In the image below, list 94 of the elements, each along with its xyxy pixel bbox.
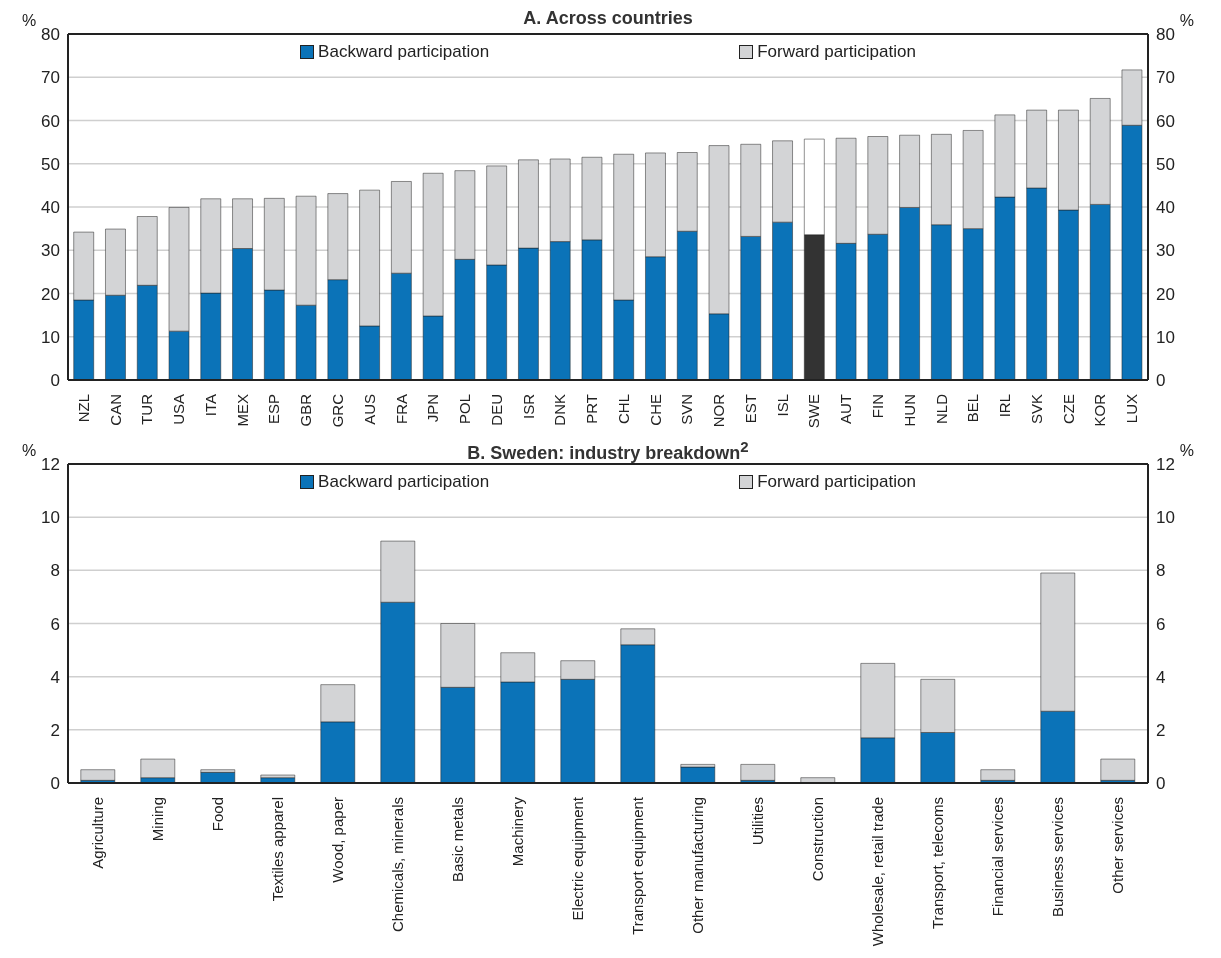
- x-tick-label: SVN: [678, 394, 696, 425]
- y-tick-label: 70: [41, 68, 60, 88]
- y2-tick-label: 2: [1156, 720, 1166, 740]
- y-tick-label: 10: [41, 508, 60, 528]
- x-tick-label: CZE: [1059, 394, 1077, 424]
- x-tick-label: Agriculture: [89, 797, 106, 869]
- y2-tick-label: 20: [1156, 284, 1175, 304]
- x-tick-label: Chemicals, minerals: [389, 797, 406, 933]
- x-tick-label: EST: [741, 394, 759, 424]
- y-tick-label: 80: [41, 25, 60, 44]
- y2-tick-label: 80: [1156, 25, 1175, 44]
- x-tick-label: ESP: [265, 394, 283, 425]
- y2-tick-label: 8: [1156, 561, 1166, 581]
- x-tick-label: NLD: [932, 393, 950, 425]
- x-tick-label: LUX: [1123, 394, 1141, 424]
- y2-tick-label: 60: [1156, 111, 1175, 131]
- x-tick-label: ISL: [773, 394, 791, 417]
- x-tick-label: TUR: [138, 393, 156, 425]
- x-tick-label: Transport, telecoms: [929, 797, 946, 929]
- x-tick-label: AUS: [360, 394, 378, 425]
- y2-tick-label: 12: [1156, 455, 1175, 474]
- x-tick-label: BEL: [964, 394, 982, 423]
- y2-tick-label: 70: [1156, 68, 1175, 88]
- x-tick-label: Transport equipment: [629, 796, 646, 935]
- y-tick-label: 20: [41, 284, 60, 304]
- y2-tick-label: 30: [1156, 241, 1175, 261]
- x-tick-label: CHE: [646, 394, 664, 426]
- y2-axis-title: %: [1179, 12, 1194, 30]
- y-axis-title: %: [22, 442, 37, 460]
- y2-tick-label: 50: [1156, 154, 1175, 174]
- y-tick-label: 4: [50, 667, 60, 687]
- x-tick-label: MEX: [233, 394, 251, 427]
- x-tick-label: Financial services: [989, 797, 1006, 917]
- x-tick-label: SWE: [805, 394, 823, 429]
- y-tick-label: 50: [41, 154, 60, 174]
- x-tick-label: Electric equipment: [569, 796, 586, 921]
- y-tick-label: 12: [41, 455, 60, 474]
- x-tick-label: IRL: [996, 394, 1014, 418]
- y-tick-label: 40: [41, 198, 60, 217]
- x-tick-label: Other services: [1109, 797, 1126, 894]
- legend-label: Forward participation: [757, 42, 916, 62]
- x-tick-label: GRC: [329, 393, 346, 428]
- x-tick-label: Utilities: [749, 797, 766, 846]
- y-tick-label: 6: [50, 614, 60, 634]
- x-tick-label: NOR: [710, 393, 728, 428]
- legend-label: Backward participation: [318, 472, 490, 492]
- x-tick-label: ITA: [201, 394, 219, 417]
- x-tick-label: Basic metals: [449, 797, 466, 883]
- x-tick-label: Wood, paper: [329, 797, 346, 883]
- x-tick-label: Business services: [1049, 797, 1066, 918]
- x-tick-label: Food: [209, 797, 226, 832]
- y-axis-title: %: [22, 12, 37, 30]
- x-tick-label: DNK: [551, 394, 569, 426]
- x-tick-label: Wholesale, retail trade: [869, 797, 886, 947]
- x-tick-label: JPN: [424, 394, 442, 423]
- x-tick-label: CAN: [106, 394, 124, 426]
- y2-tick-label: 0: [1156, 774, 1166, 793]
- x-tick-label: AUT: [837, 394, 855, 424]
- chart-title: B. Sweden: industry breakdown$^{2}$: [467, 438, 749, 463]
- x-tick-label: POL: [456, 394, 474, 425]
- x-tick-label: SVK: [1027, 394, 1045, 425]
- x-tick-label: NZL: [74, 394, 92, 423]
- y2-tick-label: 40: [1156, 198, 1175, 217]
- x-tick-label: KOR: [1091, 393, 1109, 427]
- x-tick-label: GBR: [297, 393, 315, 427]
- y-tick-label: 30: [41, 241, 60, 261]
- y-tick-label: 8: [50, 561, 60, 581]
- x-tick-label: Machinery: [509, 796, 526, 867]
- x-tick-label: Mining: [149, 797, 166, 842]
- y-tick-label: 2: [50, 720, 60, 740]
- x-tick-label: FRA: [392, 394, 410, 424]
- chart-title: A. Across countries: [523, 8, 693, 28]
- y2-tick-label: 6: [1156, 614, 1166, 634]
- legend-label: Backward participation: [318, 42, 490, 62]
- x-tick-label: Construction: [809, 797, 826, 882]
- x-tick-label: Textiles apparel: [269, 797, 286, 902]
- y-tick-label: 60: [41, 111, 60, 131]
- y-tick-label: 10: [41, 327, 60, 347]
- y2-axis-title: %: [1179, 442, 1194, 460]
- y2-tick-label: 10: [1156, 508, 1175, 528]
- x-tick-label: ISR: [519, 393, 537, 420]
- legend-label: Forward participation: [757, 472, 916, 492]
- x-tick-label: FIN: [869, 394, 886, 419]
- x-tick-label: HUN: [900, 394, 918, 427]
- x-tick-label: Other manufacturing: [689, 797, 706, 934]
- x-tick-label: PRT: [583, 394, 601, 424]
- y2-tick-label: 0: [1156, 371, 1166, 390]
- y2-tick-label: 10: [1156, 327, 1175, 347]
- y-tick-label: 0: [50, 371, 60, 390]
- y2-tick-label: 4: [1156, 667, 1166, 687]
- x-tick-label: CHL: [614, 394, 632, 425]
- x-tick-label: DEU: [487, 394, 505, 426]
- y-tick-label: 0: [50, 774, 60, 793]
- x-tick-label: USA: [170, 394, 188, 425]
